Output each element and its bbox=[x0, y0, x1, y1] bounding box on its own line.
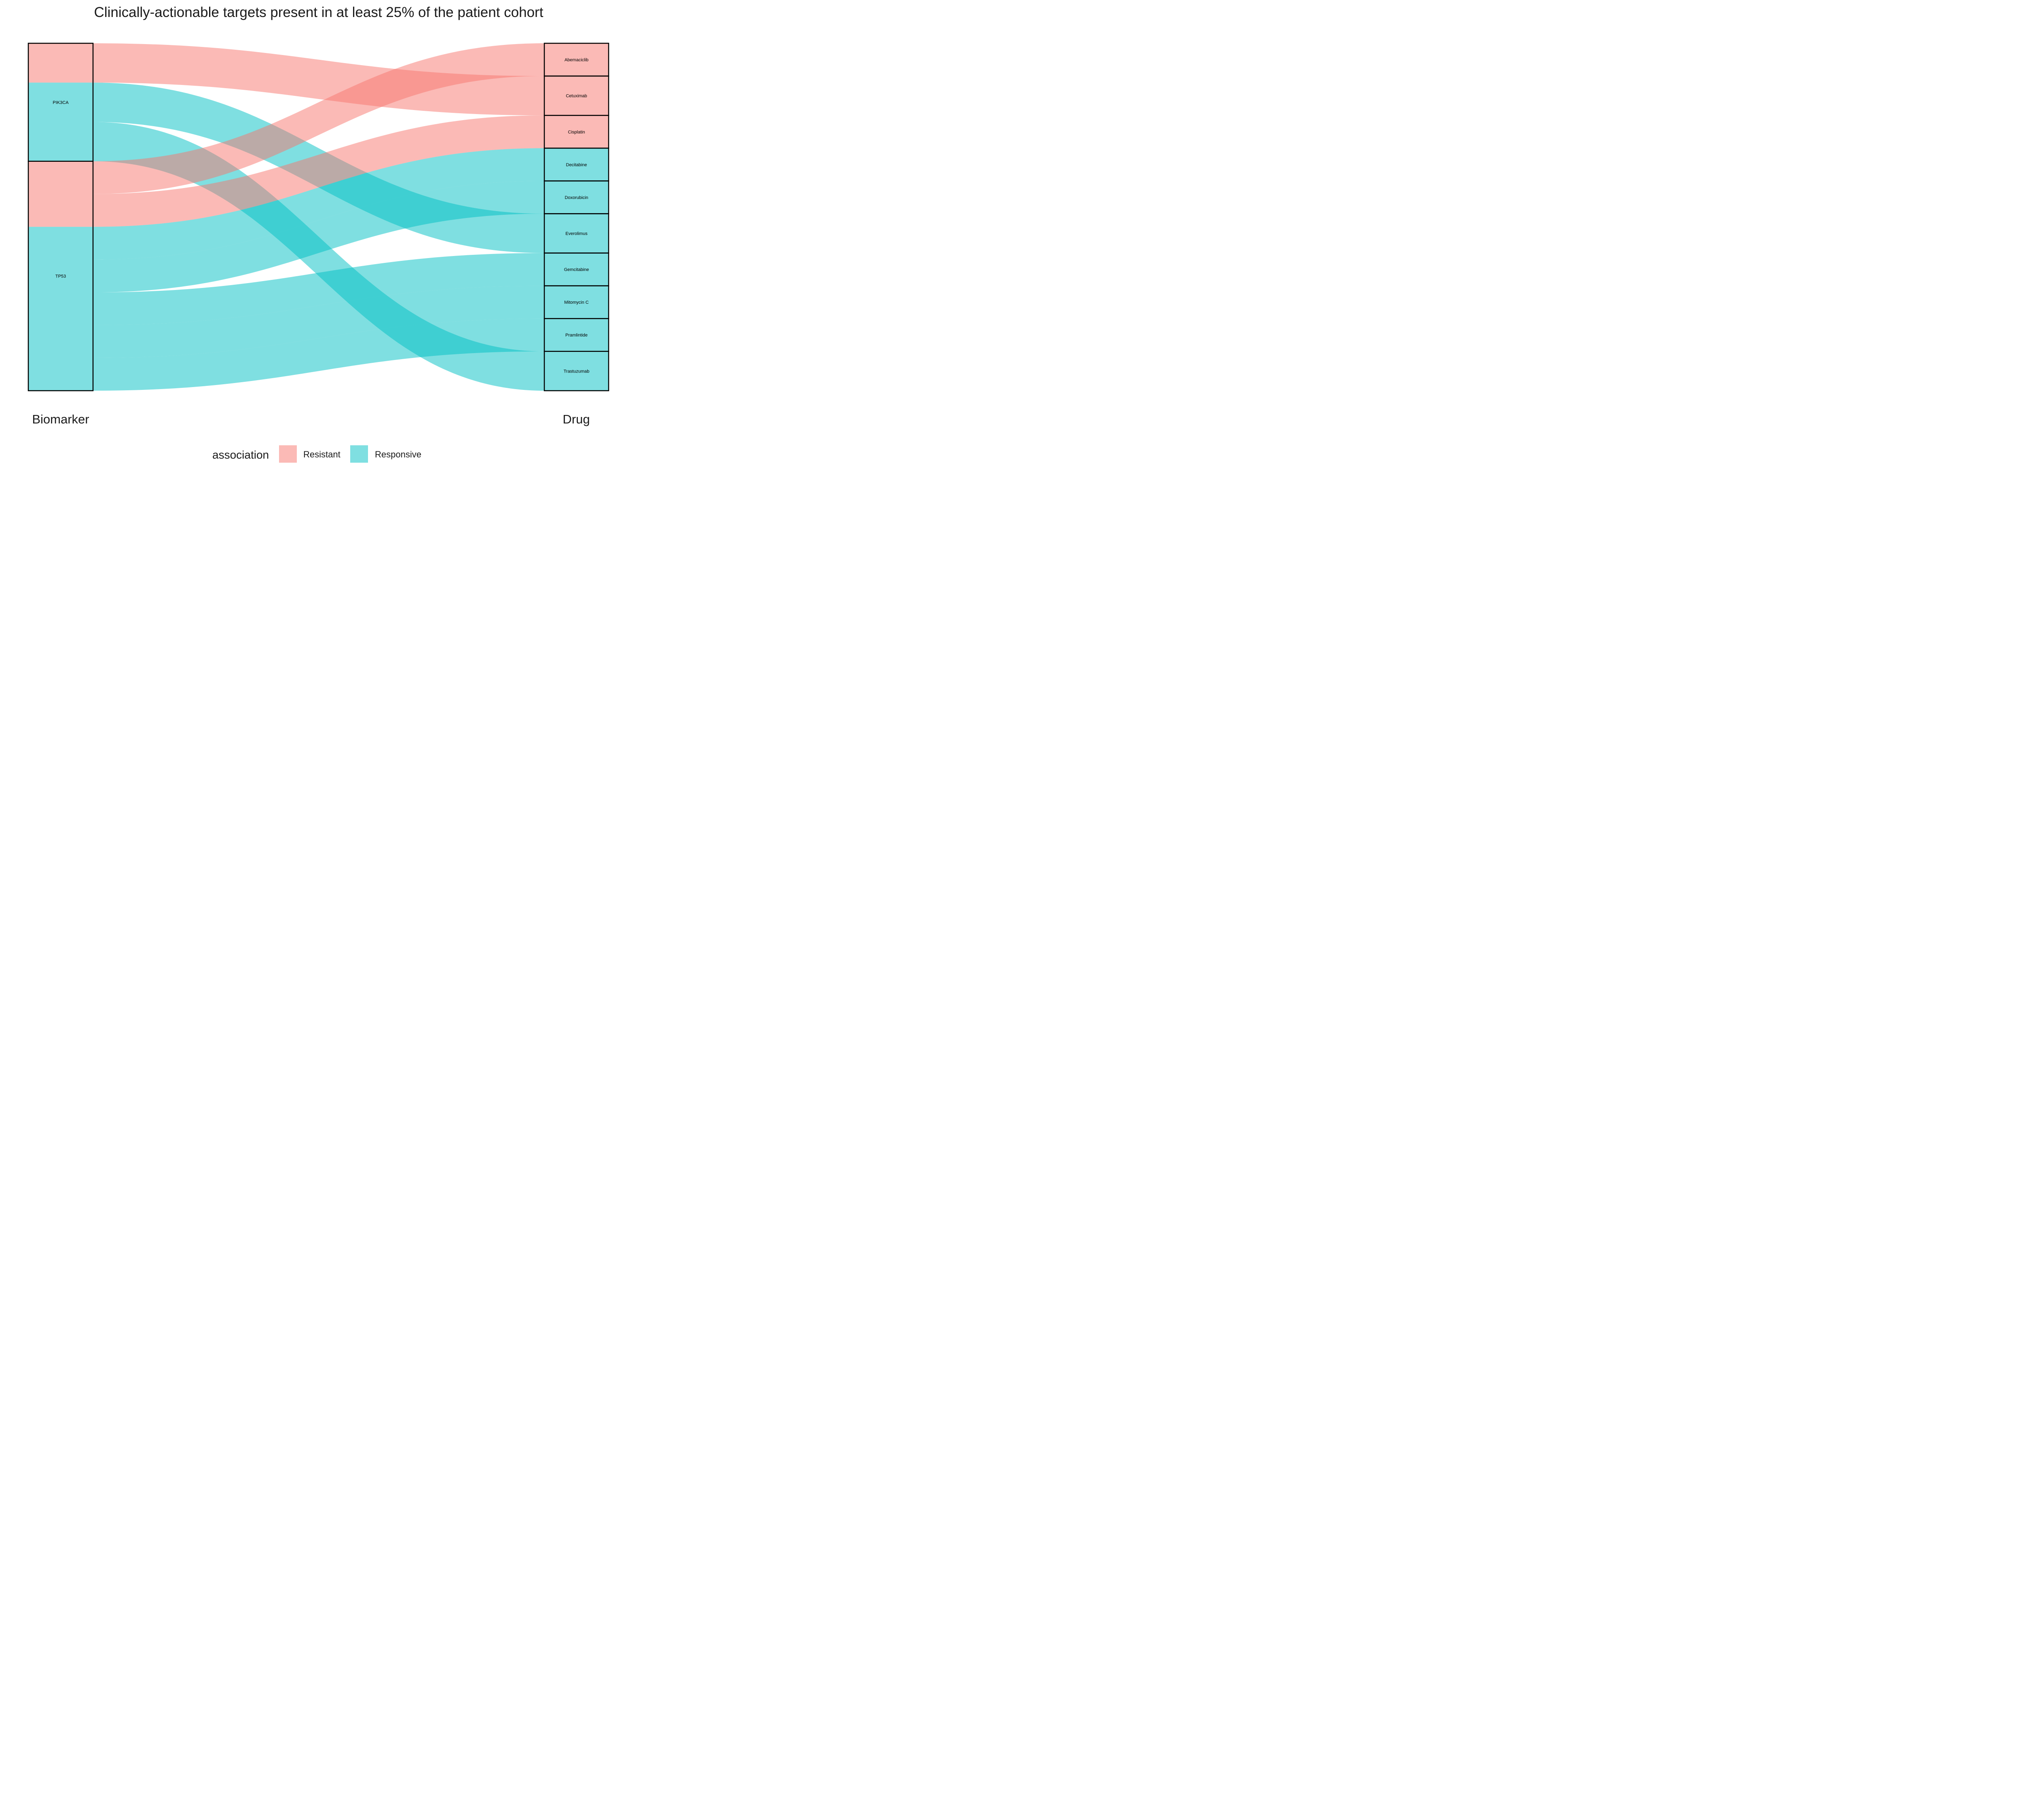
chart-title: Clinically-actionable targets present in… bbox=[94, 4, 544, 20]
node-label-trastuzumab: Trastuzumab bbox=[564, 369, 590, 374]
node-fill-decitabine bbox=[544, 148, 609, 181]
legend-swatch-resistant bbox=[279, 445, 297, 463]
flow-tp53-pramlintide bbox=[93, 318, 544, 391]
node-label-doxorubicin: Doxorubicin bbox=[565, 195, 588, 200]
flow-pik3ca-cetuximab bbox=[93, 43, 544, 116]
node-trastuzumab bbox=[544, 351, 609, 392]
node-fill-cetuximab bbox=[544, 76, 609, 116]
flow-tp53-cisplatin bbox=[93, 115, 544, 227]
node-fill-mitomycin-c bbox=[544, 286, 609, 319]
legend-label-resistant: Resistant bbox=[303, 449, 341, 459]
node-label-cetuximab: Cetuximab bbox=[566, 94, 587, 99]
node-fill-everolimus bbox=[544, 214, 609, 253]
node-fill-tp53-resistant bbox=[28, 161, 93, 227]
node-label-tp53: TP53 bbox=[55, 274, 66, 279]
node-fill-trastuzumab bbox=[544, 351, 609, 391]
node-label-pramlintide: Pramlintide bbox=[565, 333, 588, 338]
node-fill-abemaciclib bbox=[544, 43, 609, 76]
node-fill-pik3ca-resistant bbox=[28, 43, 93, 83]
node-label-abemaciclib: Abemaciclib bbox=[565, 58, 588, 63]
node-fill-cisplatin bbox=[544, 115, 609, 148]
flow-tp53-abemaciclib bbox=[93, 43, 544, 194]
node-fill-gemcitabine bbox=[544, 253, 609, 286]
node-fill-doxorubicin bbox=[544, 181, 609, 214]
alluvial-chart: Clinically-actionable targets present in… bbox=[27, 4, 609, 463]
node-label-mitomycin-c: Mitomycin C bbox=[564, 300, 589, 305]
legend-label-responsive: Responsive bbox=[375, 449, 421, 459]
flow-tp53-doxorubicin bbox=[93, 181, 544, 292]
legend-swatch-responsive bbox=[350, 445, 368, 463]
node-label-everolimus: Everolimus bbox=[565, 231, 588, 236]
flows-layer bbox=[93, 43, 544, 391]
node-tp53 bbox=[27, 161, 94, 392]
flow-tp53-gemcitabine bbox=[93, 253, 544, 325]
node-label-decitabine: Decitabine bbox=[566, 163, 587, 167]
legend: association Resistant Responsive bbox=[212, 445, 421, 463]
node-label-cisplatin: Cisplatin bbox=[568, 130, 585, 135]
node-fill-pramlintide bbox=[544, 318, 609, 351]
nodes-layer: PIK3CA TP53 Abemaciclib Cetuximab Cisplatin D… bbox=[27, 42, 609, 392]
legend-title: association bbox=[212, 449, 269, 461]
flow-pik3ca-trastuzumab bbox=[93, 122, 544, 391]
axis-label-drug: Drug bbox=[563, 412, 590, 426]
node-fill-pik3ca-responsive bbox=[28, 83, 93, 161]
node-fill-tp53-responsive bbox=[28, 226, 93, 391]
axis-label-biomarker: Biomarker bbox=[32, 412, 89, 426]
flow-tp53-decitabine bbox=[93, 148, 544, 260]
node-label-pik3ca: PIK3CA bbox=[53, 100, 69, 105]
node-label-gemcitabine: Gemcitabine bbox=[564, 267, 589, 272]
flow-tp53-mitomycin-c bbox=[93, 286, 544, 358]
